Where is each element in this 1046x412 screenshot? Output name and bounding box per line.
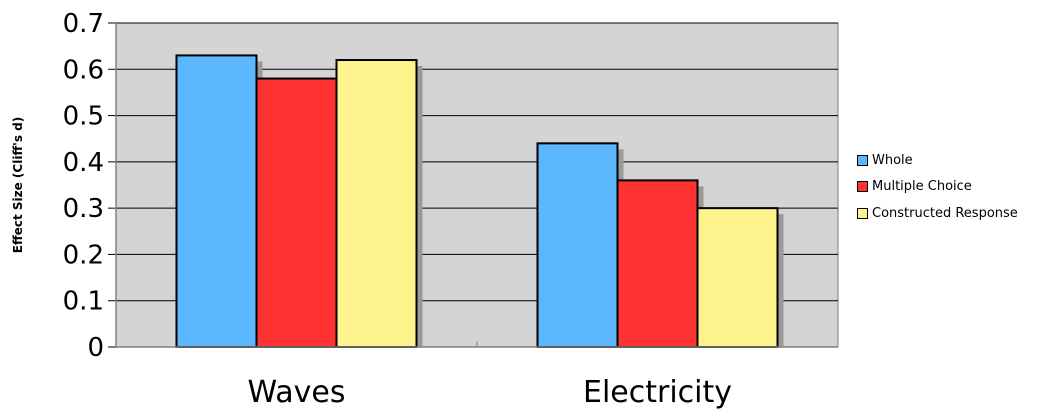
legend-item: Whole [857,147,1018,174]
y-axis-label: Effect Size (Cliff's d) [11,117,25,253]
y-tick-label: 0.2 [63,240,104,270]
legend-swatch [857,154,868,166]
y-tick-labels: 0 0.1 0.2 0.3 0.4 0.5 0.6 0.7 [63,9,104,363]
legend: Whole Multiple Choice Constructed Response [857,147,1018,227]
legend-item: Multiple Choice [857,174,1018,201]
y-tick-label: 0.3 [63,194,104,224]
y-tick-label: 0.6 [63,55,104,85]
bar-multiple-choice-electricity [616,179,699,348]
y-tick-label: 0.4 [63,148,104,178]
legend-label: Multiple Choice [872,179,972,195]
x-tick-label: Electricity [583,375,732,410]
legend-label: Constructed Response [872,205,1018,221]
bar-whole-electricity [536,142,619,348]
legend-item: Constructed Response [857,200,1018,227]
bar-constructed-response-waves [335,59,418,349]
x-tick-label: Waves [248,375,346,410]
x-tick-labels: Waves Electricity [248,375,733,410]
y-tick-label: 0.5 [63,102,104,132]
y-tick-label: 0.1 [63,287,104,317]
bar-whole-waves [175,54,258,349]
axes [115,23,838,348]
legend-swatch [857,207,868,219]
bar-multiple-choice-waves [255,77,338,349]
y-tick-label: 0 [87,333,104,363]
bars [175,54,784,349]
legend-label: Whole [872,152,913,168]
y-tick-label: 0.7 [63,9,104,39]
bar-constructed-response-electricity [696,207,779,348]
legend-swatch [857,181,868,193]
